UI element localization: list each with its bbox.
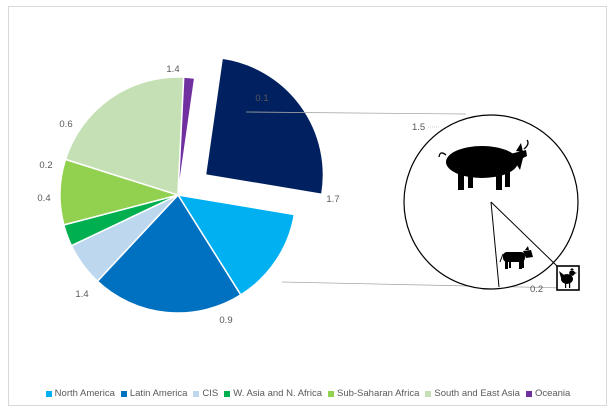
legend-swatch bbox=[224, 390, 231, 397]
connector-lines bbox=[245, 111, 567, 289]
legend-item-w-asia-and-n-africa: W. Asia and N. Africa bbox=[224, 388, 322, 399]
legend: North America Latin America CIS W. Asia and… bbox=[0, 388, 616, 399]
legend-swatch bbox=[327, 390, 334, 397]
legend-item-south-and-east-asia: South and East Asia bbox=[425, 388, 520, 399]
legend-swatch bbox=[193, 390, 200, 397]
legend-item-oceania: Oceania bbox=[525, 388, 571, 399]
chicken-icon bbox=[559, 268, 577, 288]
legend-swatch bbox=[120, 390, 127, 397]
connector-top bbox=[245, 111, 467, 115]
slice-south-and-east-asia bbox=[64, 76, 185, 197]
breakdown-label-chicken: 0.2 bbox=[530, 284, 543, 295]
legend-label: South and East Asia bbox=[434, 388, 520, 399]
breakdown-circle bbox=[403, 114, 580, 291]
slice-north-america bbox=[176, 193, 296, 296]
pig-icon bbox=[438, 139, 529, 190]
legend-item-north-america: North America bbox=[45, 388, 115, 399]
legend-swatch bbox=[425, 390, 432, 397]
legend-label: North America bbox=[54, 388, 115, 399]
legend-swatch bbox=[45, 390, 52, 397]
data-label-cis: 0.4 bbox=[37, 193, 50, 204]
legend-label: Oceania bbox=[534, 388, 571, 399]
legend-swatch bbox=[525, 390, 532, 397]
data-label-south-and-east-asia: 1.4 bbox=[166, 64, 179, 75]
data-labels: 0.9 1.4 0.4 0.2 0.6 1.4 0.1 1.7 1.5 0.2 bbox=[37, 64, 543, 326]
data-label-sub-saharan-africa: 0.6 bbox=[59, 119, 72, 130]
legend-label: CIS bbox=[202, 388, 219, 399]
slice-latin-america bbox=[96, 193, 242, 314]
breakdown-label-pig: 1.5 bbox=[412, 122, 425, 133]
pie-slices bbox=[59, 57, 325, 314]
legend-item-cis: CIS bbox=[193, 388, 218, 399]
legend-label: W. Asia and N. Africa bbox=[233, 388, 322, 399]
data-label-north-america: 0.9 bbox=[219, 315, 232, 326]
legend-label: Sub-Saharan Africa bbox=[336, 388, 420, 399]
slice-exploded bbox=[204, 57, 325, 196]
data-label-oceania: 0.1 bbox=[255, 93, 268, 104]
legend-item-sub-saharan-africa: Sub-Saharan Africa bbox=[327, 388, 420, 399]
data-label-latin-america: 1.4 bbox=[75, 289, 88, 300]
legend-label: Latin America bbox=[129, 388, 188, 399]
slice-oceania bbox=[177, 76, 196, 196]
data-label-exploded: 1.7 bbox=[326, 194, 339, 205]
cattle-icon bbox=[499, 246, 533, 269]
connector-bottom bbox=[281, 281, 567, 289]
legend-item-latin-america: Latin America bbox=[120, 388, 188, 399]
data-label-w-asia-and-n-africa: 0.2 bbox=[39, 160, 52, 171]
